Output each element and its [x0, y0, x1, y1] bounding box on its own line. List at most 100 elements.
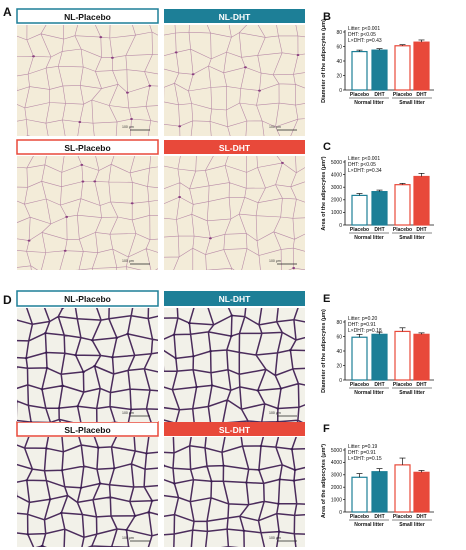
label-d-nl-placebo: NL-Placebo	[16, 290, 159, 307]
bar-small-litter-dht	[413, 175, 430, 226]
nucleus	[29, 421, 33, 422]
x-tick-label: DHT	[416, 92, 426, 98]
nucleus	[25, 479, 29, 482]
nucleus	[222, 464, 225, 467]
x-tick-label: DHT	[416, 382, 426, 388]
micrograph-background	[164, 308, 305, 422]
label-d-sl-dht-box	[164, 422, 305, 436]
stat-annotation: L×DHT: p=0.34	[348, 168, 382, 174]
nucleus	[147, 511, 151, 514]
bar-normal-litter-placebo	[351, 194, 368, 226]
cell-membranes	[164, 308, 305, 422]
y-tick-label: 0	[339, 88, 342, 94]
micrograph-d-sl-dht	[164, 437, 319, 547]
label-a-nl-dht-box	[164, 9, 305, 23]
nucleus	[188, 322, 191, 325]
scale-bar-d-nl-placebo: 100 μm	[122, 411, 134, 415]
y-tick-label: 3000	[331, 473, 342, 479]
nucleus	[210, 480, 213, 483]
nucleus	[279, 387, 283, 390]
bar-small-litter-dht	[413, 471, 430, 513]
nucleus	[311, 322, 314, 324]
nucleus	[130, 118, 133, 120]
nucleus	[27, 239, 31, 242]
stat-annotation: Litter: p=0.19	[348, 444, 378, 450]
bar-normal-litter-dht	[371, 49, 388, 91]
nucleus	[57, 407, 61, 410]
nucleus	[40, 388, 44, 391]
nucleus	[281, 161, 284, 164]
stat-annotation: DHT: p=0.91	[348, 450, 376, 456]
x-tick-label: Placebo	[393, 382, 412, 388]
nucleus	[44, 447, 48, 450]
nucleus	[276, 407, 280, 410]
label-d-nl-placebo-box	[16, 290, 159, 307]
group-label-small-litter: Small litter	[399, 522, 425, 528]
scale-bar-a-nl-dht: 100 μm	[269, 125, 281, 129]
y-tick-label: 0	[339, 223, 342, 229]
nucleus	[150, 499, 154, 502]
x-tick-label: Placebo	[350, 514, 369, 520]
nucleus	[45, 366, 49, 369]
nucleus	[111, 356, 114, 359]
nucleus	[7, 186, 10, 188]
nucleus	[277, 530, 281, 533]
nucleus	[209, 350, 213, 353]
bar-small-litter-dht	[413, 41, 430, 91]
x-tick-label: Placebo	[393, 514, 412, 520]
chart-e: E Diameter of the adipocytes (μm) 0 20 40 60 8…	[321, 293, 434, 396]
x-tick-label: DHT	[416, 514, 426, 520]
stat-annotation: L×DHT: p=0.15	[348, 456, 382, 462]
y-tick-label: 3000	[331, 185, 342, 191]
stat-annotation: DHT: p<0.05	[348, 162, 376, 168]
y-tick-label: 80	[336, 30, 342, 36]
nucleus	[210, 384, 214, 387]
nucleus	[316, 447, 319, 449]
y-tick-label: 20	[336, 73, 342, 79]
bar-normal-litter-placebo	[351, 336, 368, 381]
label-d-nl-dht: NL-DHT	[164, 291, 305, 306]
nucleus	[258, 89, 261, 92]
group-label-normal-litter: Normal litter	[354, 390, 384, 396]
micrograph-background	[17, 437, 158, 547]
label-d-sl-dht: SL-DHT	[164, 422, 305, 436]
nucleus	[178, 125, 182, 128]
nucleus	[78, 121, 82, 123]
x-tick-label: DHT	[374, 227, 384, 233]
stat-annotation: Litter: p<0.001	[348, 156, 380, 162]
y-axis-label: Area of the adipocytes (μm²)	[320, 444, 327, 518]
label-d-sl-placebo: SL-Placebo	[16, 421, 159, 437]
y-tick-label: 2000	[331, 198, 342, 204]
stat-annotation: DHT: p<0.05	[348, 32, 376, 38]
nucleus	[129, 408, 133, 411]
nucleus	[172, 333, 176, 336]
nucleus	[257, 468, 261, 471]
nucleus	[26, 533, 30, 536]
x-tick-label: DHT	[374, 382, 384, 388]
nucleus	[245, 481, 248, 484]
nucleus	[126, 332, 130, 335]
y-tick-label: 60	[336, 334, 342, 340]
nucleus	[44, 351, 48, 354]
stat-annotation: L×DHT: p=0.43	[348, 38, 382, 44]
nucleus	[59, 511, 63, 514]
cell-membranes	[164, 156, 305, 270]
nucleus	[229, 335, 233, 338]
nucleus	[259, 445, 263, 447]
nucleus	[148, 84, 152, 87]
micrograph-a-nl-placebo	[17, 25, 158, 136]
nucleus	[74, 354, 77, 357]
scale-bar-d-nl-dht: 100 μm	[269, 411, 281, 415]
label-a-nl-placebo: NL-Placebo	[16, 8, 159, 24]
y-axis-label: Diameter of the adipocytes (μm)	[321, 19, 327, 103]
nucleus	[60, 469, 64, 472]
label-a-sl-dht-text: SL-DHT	[219, 143, 251, 153]
nucleus	[292, 479, 296, 482]
nucleus	[289, 349, 292, 352]
nucleus	[81, 180, 85, 183]
y-tick-label: 4000	[331, 460, 342, 466]
stat-annotation: Litter: p<0.001	[348, 26, 380, 32]
y-tick-label: 0	[339, 378, 342, 384]
y-tick-label: 20	[336, 363, 342, 369]
